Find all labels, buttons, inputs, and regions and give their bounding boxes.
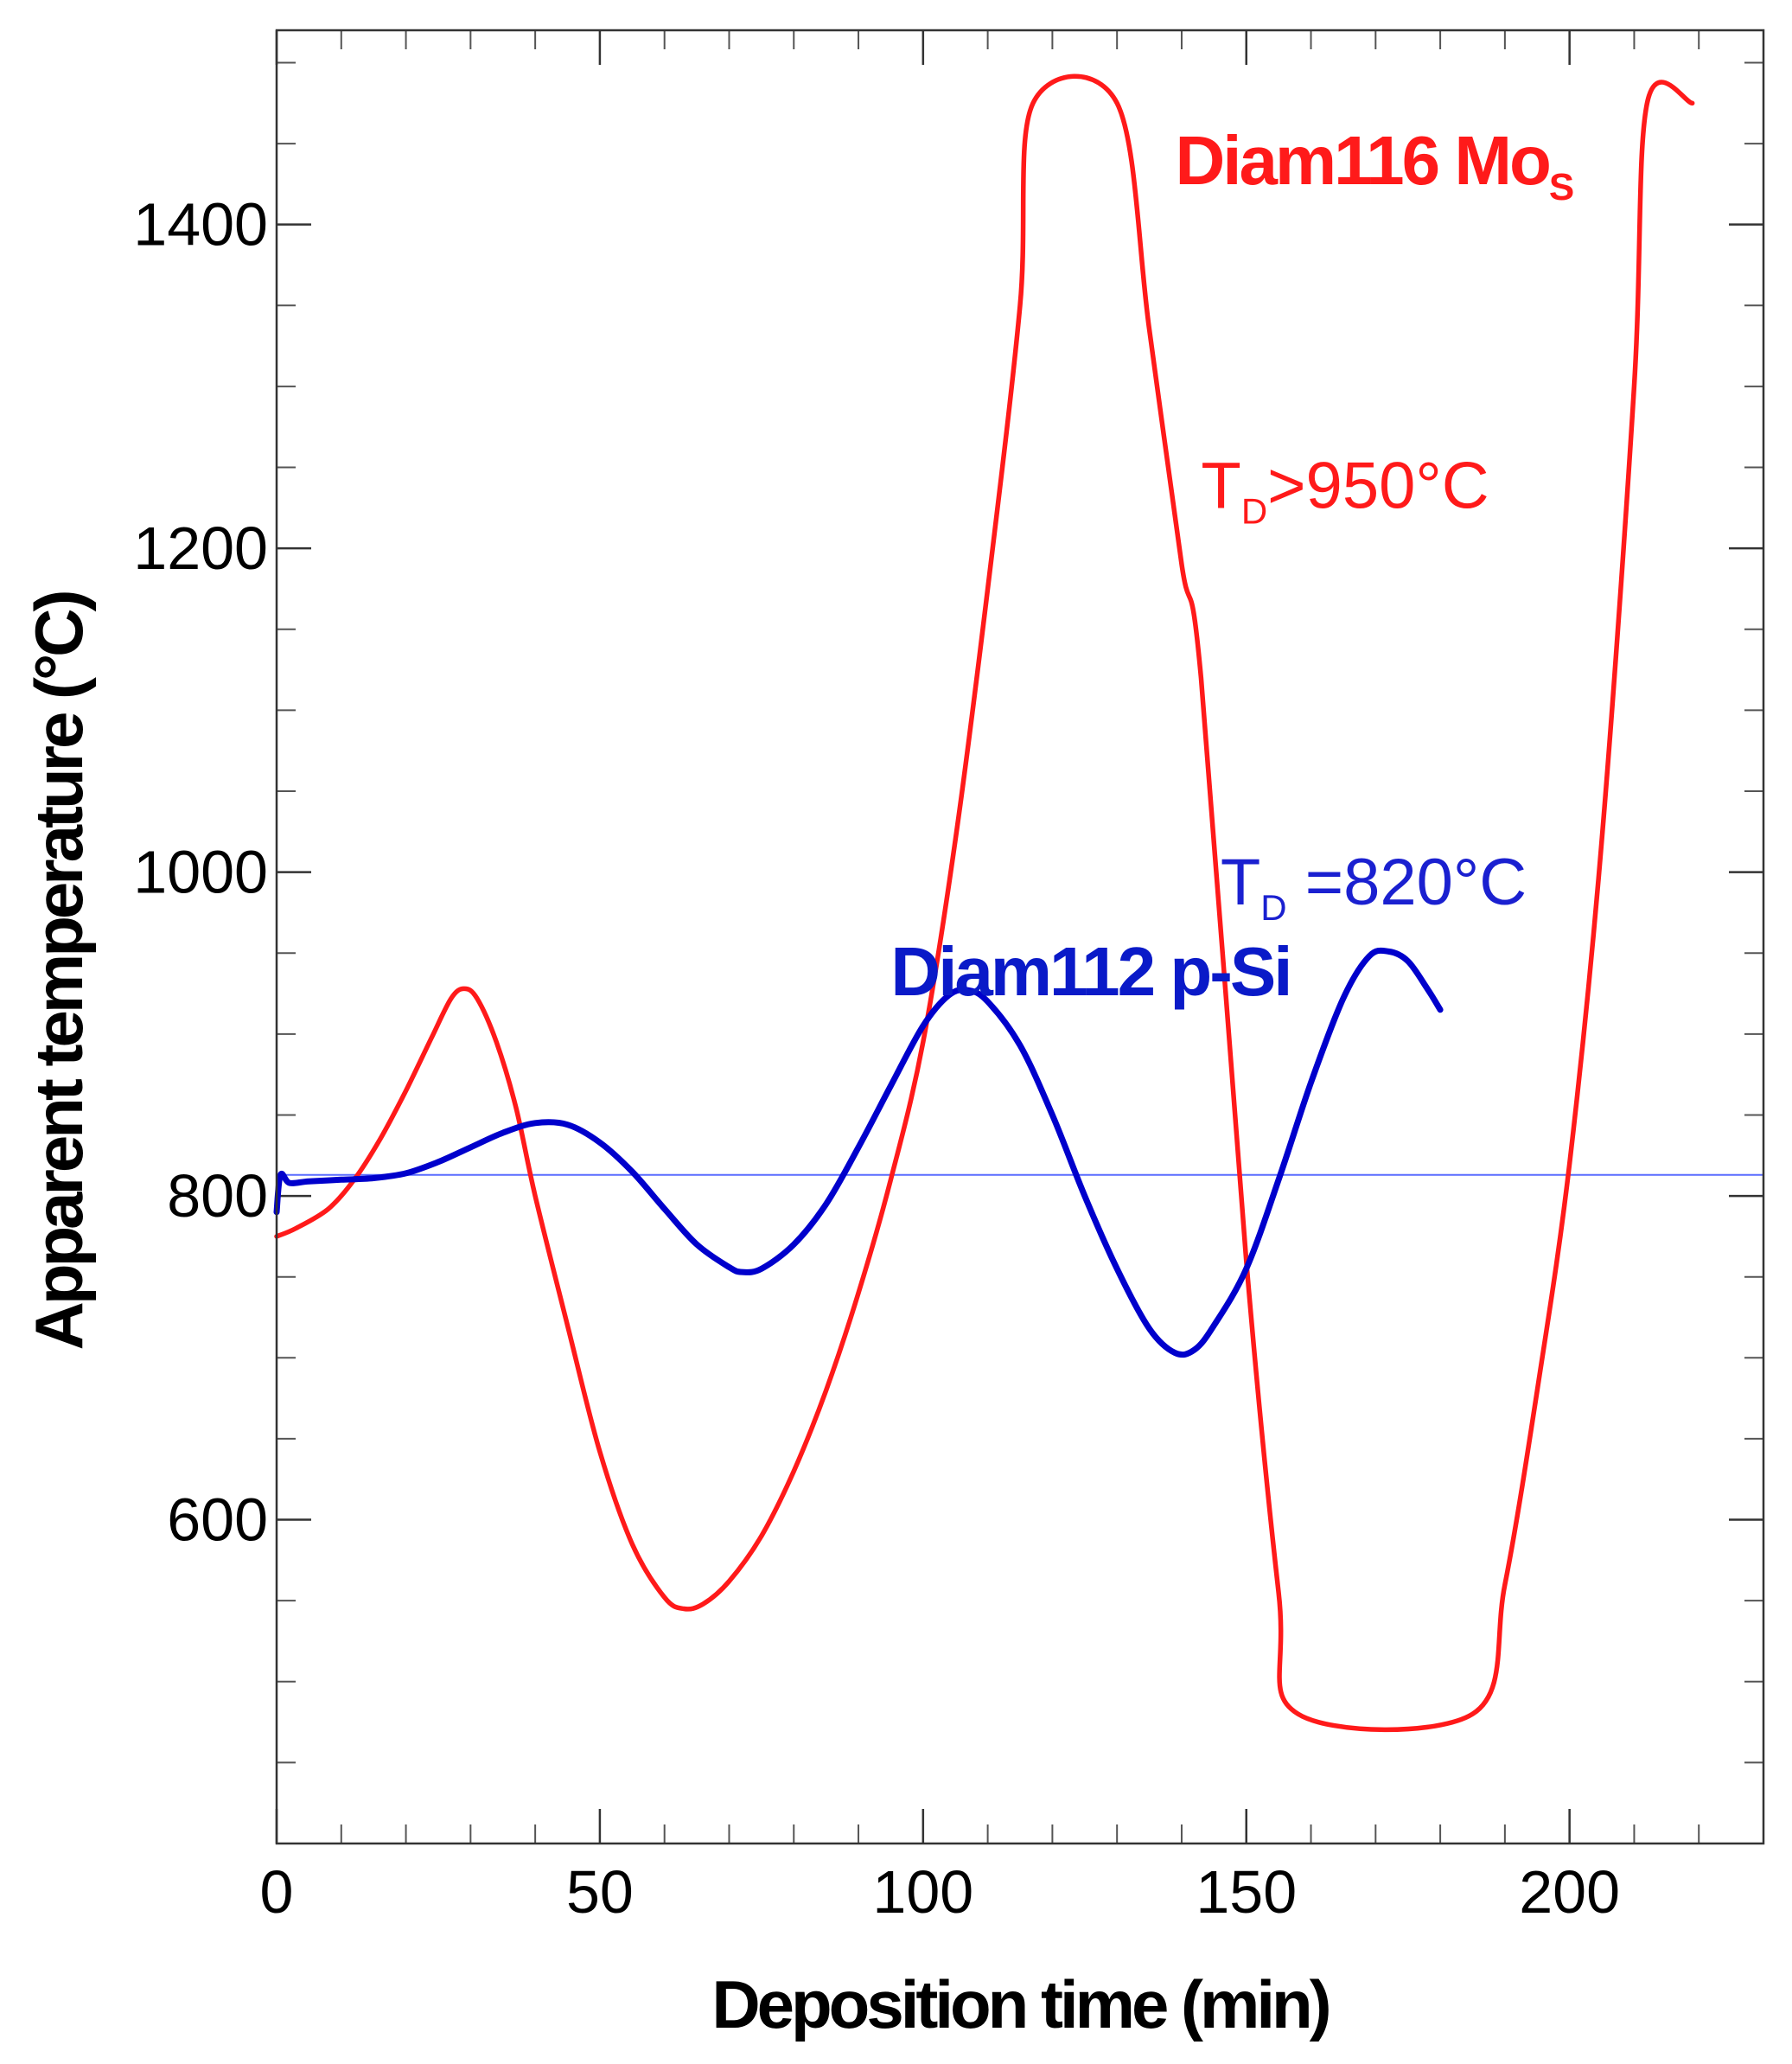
annotation-diam116-label: Diam116 MoS — [1175, 122, 1572, 208]
x-tick-label: 0 — [260, 1858, 294, 1926]
y-tick-label: 600 — [167, 1486, 268, 1554]
x-tick-label: 50 — [566, 1858, 634, 1926]
series-line-diam112 — [273, 947, 1444, 1358]
series-line-diam116 — [274, 73, 1695, 1733]
x-tick-label: 100 — [872, 1858, 973, 1926]
y-tick-label: 1200 — [133, 514, 268, 582]
x-axis-label: Deposition time (min) — [711, 1966, 1329, 2042]
plot-frame — [275, 29, 1765, 1845]
annotation-td-820: TD =820°C — [1221, 846, 1527, 928]
x-tick-label: 150 — [1196, 1858, 1297, 1926]
y-axis-label: Apparent temperature (°C) — [21, 591, 97, 1350]
annotation-td-950: TD>950°C — [1201, 449, 1489, 531]
tick-labels: 0 50 100 150 200 600 800 1000 1200 1400 — [133, 191, 1620, 1926]
annotation-diam112-label: Diam112 p-Si — [890, 933, 1290, 1010]
y-tick-label: 1400 — [133, 191, 268, 259]
series-group — [273, 73, 1695, 1733]
x-tick-label: 200 — [1519, 1858, 1620, 1926]
y-tick-label: 800 — [167, 1162, 268, 1230]
y-tick-label: 1000 — [133, 839, 268, 906]
